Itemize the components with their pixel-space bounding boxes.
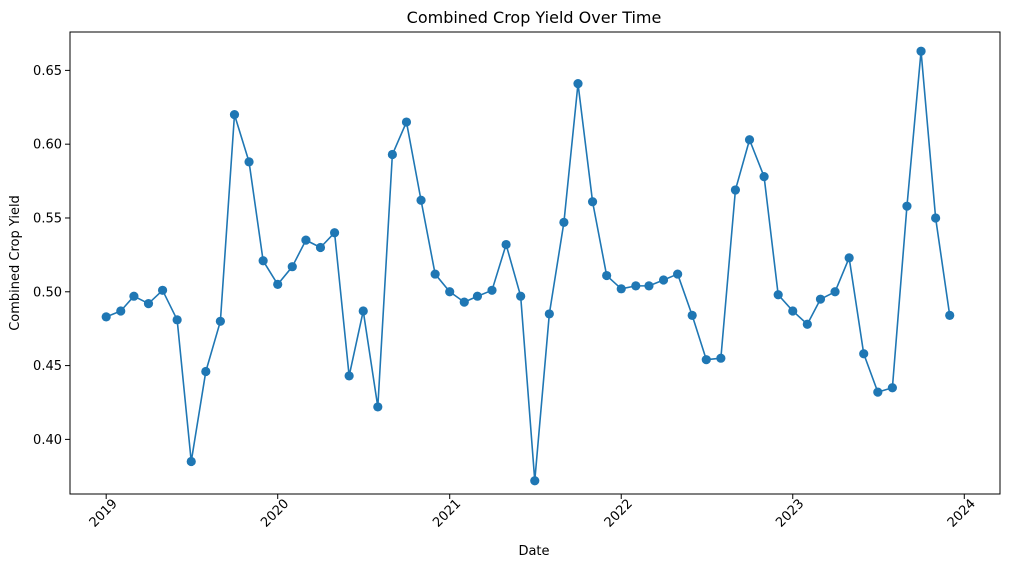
data-point <box>759 172 769 182</box>
data-point <box>445 287 455 297</box>
y-tick-label: 0.60 <box>33 138 62 153</box>
data-point <box>587 197 598 207</box>
data-point <box>358 306 368 316</box>
data-point <box>887 383 897 393</box>
data-point <box>859 349 869 359</box>
data-point <box>544 309 554 319</box>
data-point <box>116 306 126 316</box>
data-point <box>658 275 669 285</box>
y-tick-label: 0.65 <box>33 64 62 79</box>
data-point <box>815 294 826 304</box>
x-tick-label: 2019 <box>87 497 121 531</box>
data-point <box>186 456 196 467</box>
data-point <box>730 185 741 195</box>
data-point <box>373 402 383 412</box>
data-point <box>301 235 311 245</box>
data-point <box>172 315 182 325</box>
chart-title: Combined Crop Yield Over Time <box>407 8 662 27</box>
y-tick-label: 0.45 <box>33 359 62 374</box>
data-point <box>631 281 641 291</box>
data-point <box>873 387 883 397</box>
data-point <box>430 269 440 279</box>
x-tick-label: 2020 <box>258 497 292 531</box>
data-point <box>501 239 511 250</box>
data-point <box>101 312 111 322</box>
data-point <box>530 476 540 486</box>
y-tick-label: 0.40 <box>33 433 62 448</box>
data-point <box>273 279 283 290</box>
data-point <box>916 46 926 56</box>
data-point <box>201 366 211 377</box>
data-point <box>459 297 469 307</box>
data-point <box>157 285 168 295</box>
data-point <box>129 291 139 301</box>
data-point <box>744 135 755 145</box>
data-point <box>258 256 268 266</box>
data-point <box>215 316 225 326</box>
x-tick-label: 2022 <box>602 497 636 531</box>
x-axis-title: Date <box>518 544 549 559</box>
y-axis: 0.40 0.45 0.50 0.55 0.60 0.65 <box>33 64 70 448</box>
data-point <box>616 284 626 294</box>
data-point <box>602 270 612 281</box>
x-tick-label: 2024 <box>945 497 979 531</box>
data-point <box>788 306 798 316</box>
data-point <box>802 319 812 329</box>
data-point <box>673 269 683 279</box>
y-tick-label: 0.55 <box>33 211 62 226</box>
data-point <box>472 291 483 301</box>
data-point <box>287 262 297 272</box>
data-point <box>687 310 697 320</box>
data-point <box>902 201 912 211</box>
x-axis: 2019 2020 2021 2022 2023 2024 <box>87 494 979 531</box>
data-point <box>559 217 569 228</box>
plot-area-frame <box>69 31 1001 495</box>
data-point <box>701 355 711 365</box>
data-point <box>830 287 840 297</box>
data-point <box>644 281 654 291</box>
data-point <box>945 310 955 320</box>
data-point <box>416 195 426 205</box>
data-point <box>401 117 412 127</box>
data-point <box>387 149 397 160</box>
data-point <box>329 228 340 238</box>
data-point <box>573 79 583 89</box>
data-point <box>315 242 326 253</box>
x-tick-label: 2021 <box>430 497 464 531</box>
data-point <box>773 290 783 300</box>
data-point <box>487 285 497 295</box>
data-point <box>716 353 726 363</box>
series-group <box>101 46 955 486</box>
data-point <box>344 371 354 381</box>
data-point <box>516 291 526 301</box>
x-tick-label: 2023 <box>773 497 807 531</box>
series-line <box>105 50 951 482</box>
data-point <box>229 110 240 120</box>
y-tick-label: 0.50 <box>33 285 62 300</box>
data-point <box>931 213 941 223</box>
data-point <box>244 157 254 167</box>
data-point <box>143 298 154 309</box>
data-point <box>844 253 854 263</box>
y-axis-title: Combined Crop Yield <box>8 195 23 331</box>
